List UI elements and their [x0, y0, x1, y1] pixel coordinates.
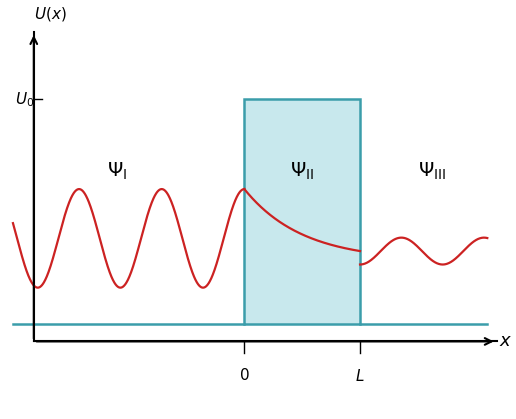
Text: $U_0$: $U_0$ — [15, 90, 35, 109]
Text: 0: 0 — [239, 368, 249, 383]
Text: $\Psi_{\rm I}$: $\Psi_{\rm I}$ — [107, 160, 127, 182]
Text: $U(x)$: $U(x)$ — [34, 5, 67, 23]
Text: $L$: $L$ — [355, 368, 365, 384]
Text: $x$: $x$ — [499, 332, 512, 350]
Text: $\Psi_{\rm III}$: $\Psi_{\rm III}$ — [417, 160, 446, 182]
Bar — [245, 99, 360, 323]
Text: $\Psi_{\rm II}$: $\Psi_{\rm II}$ — [290, 160, 314, 182]
